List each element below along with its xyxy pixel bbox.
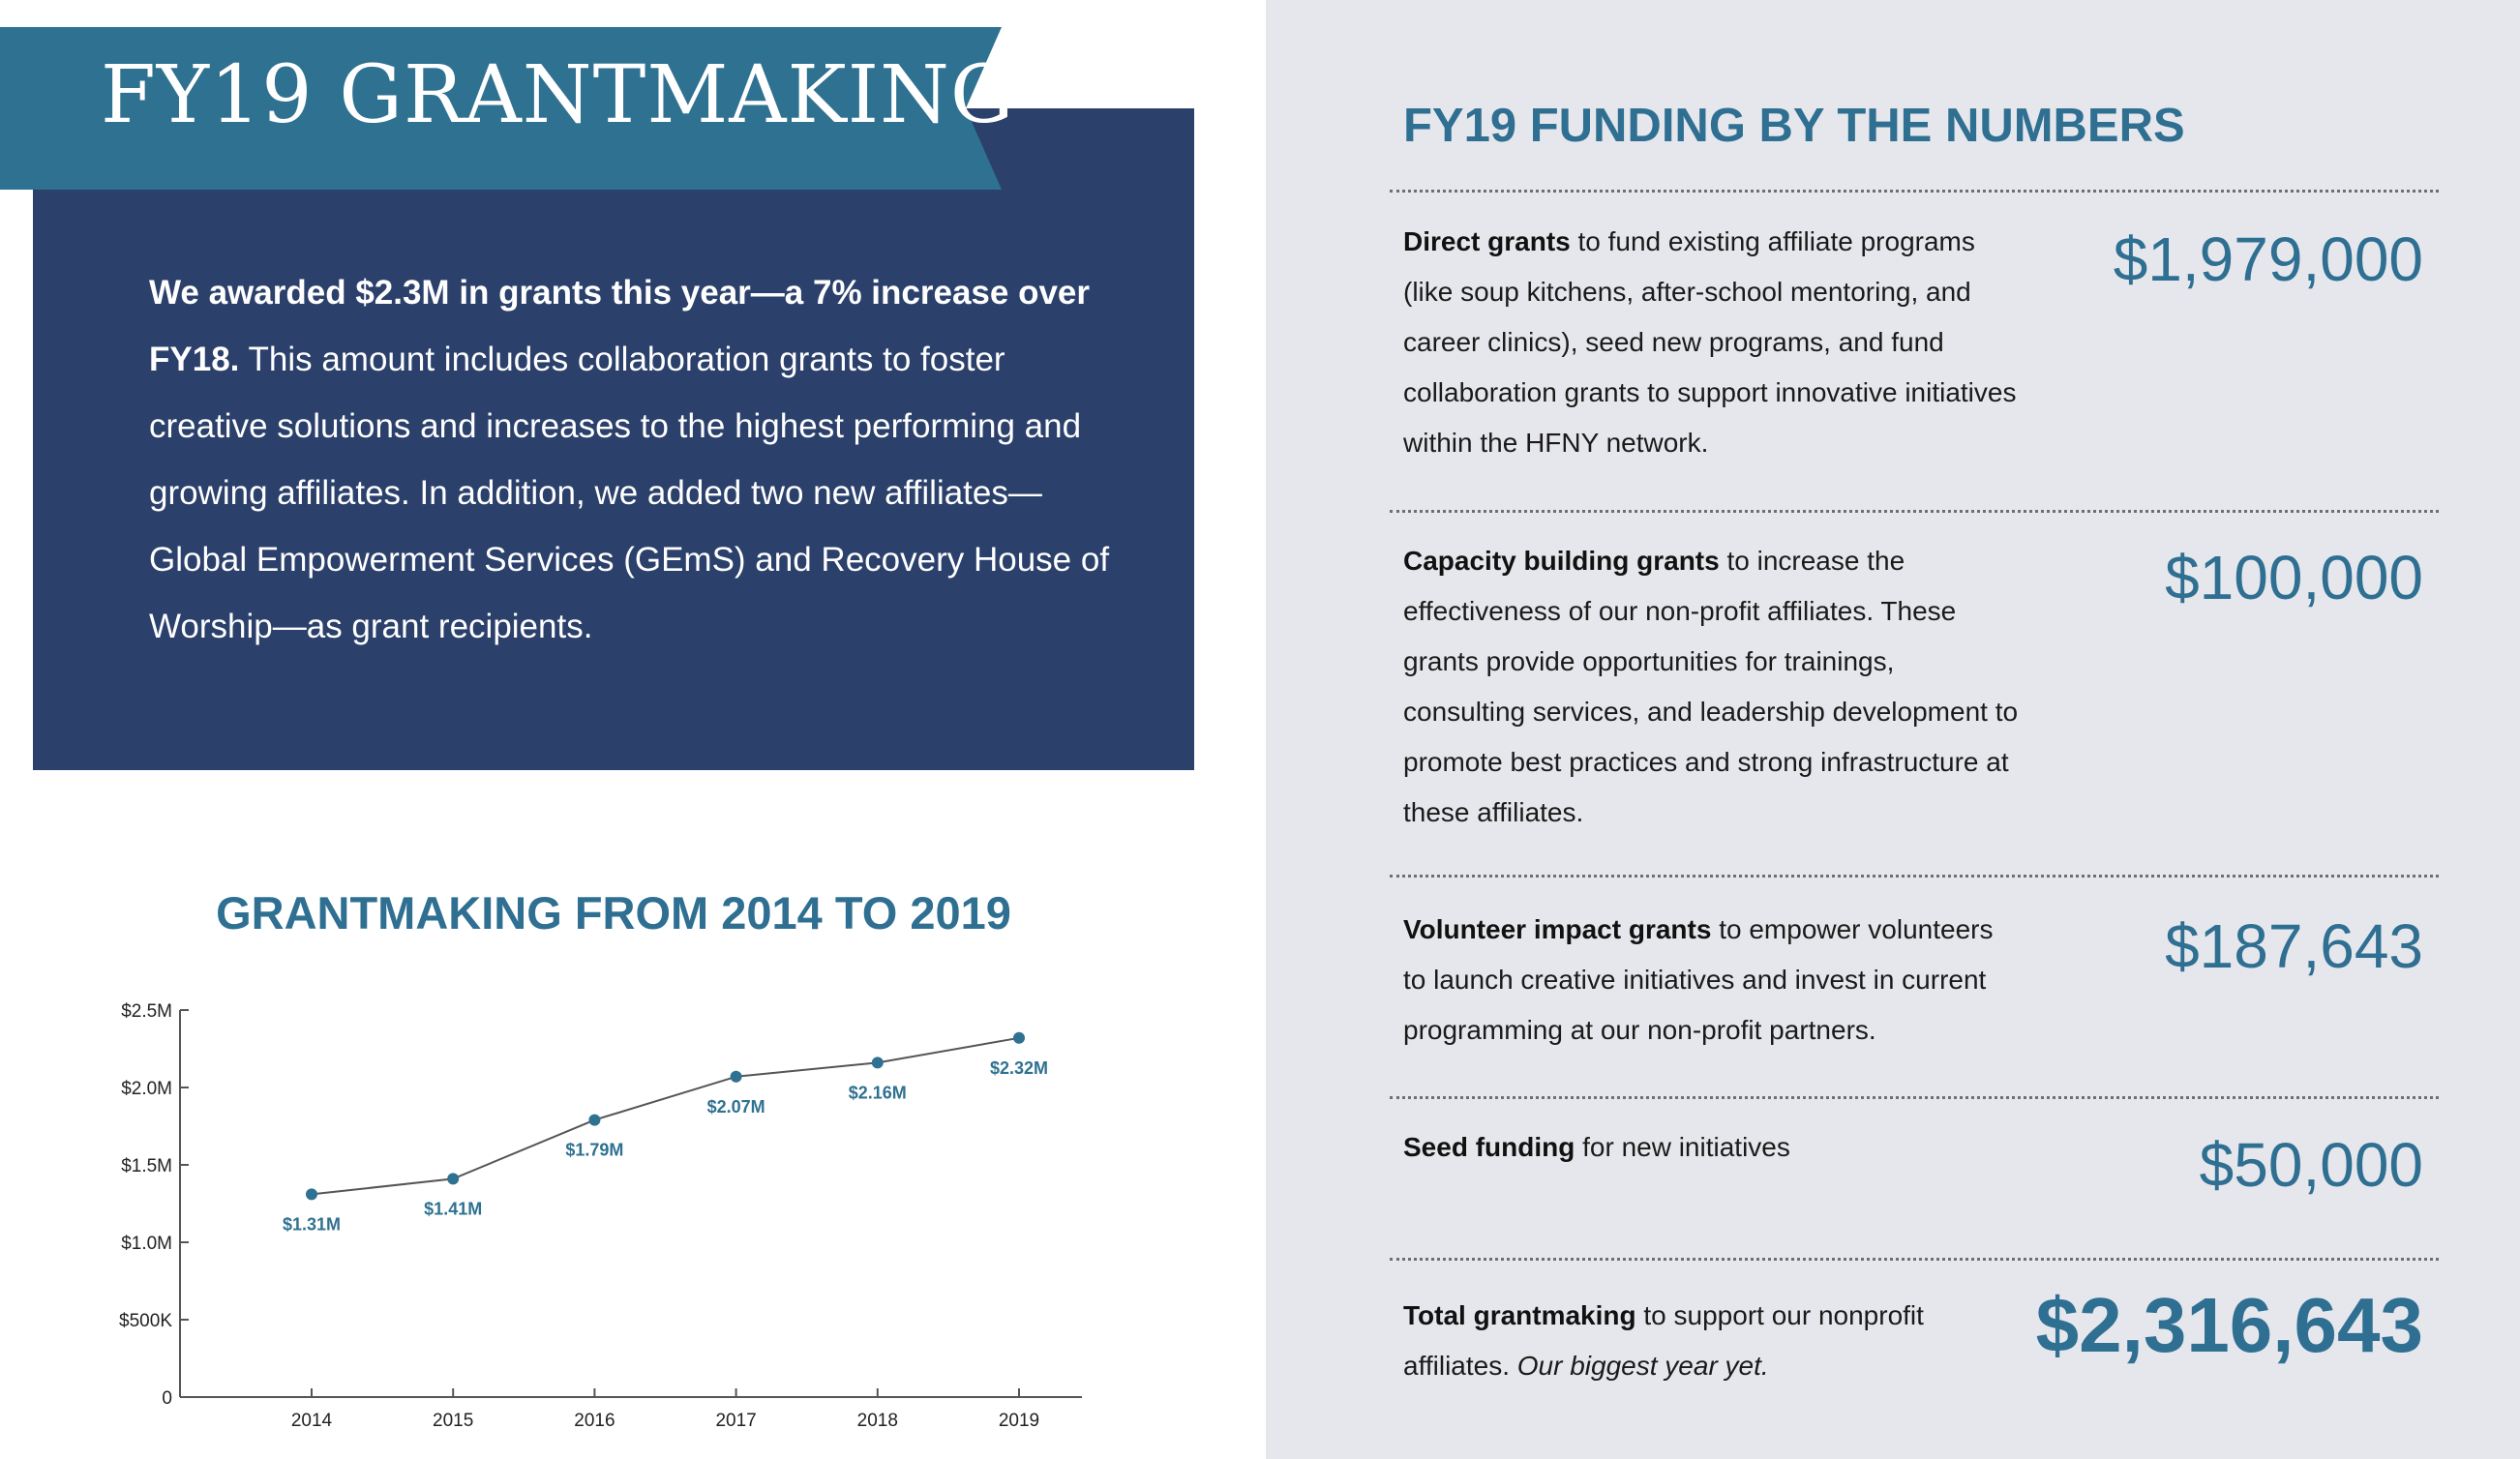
y-tick-label: 0 (162, 1388, 172, 1409)
divider (1390, 190, 2439, 193)
total-grantmaking-description: Total grantmaking to support our nonprof… (1403, 1291, 2023, 1391)
x-tick-label: 2017 (715, 1411, 756, 1431)
data-label: $1.79M (565, 1141, 623, 1160)
page-title: FY19 GRANTMAKING (101, 49, 1015, 141)
volunteer-impact-amount: $187,643 (2165, 911, 2423, 981)
data-label: $1.31M (283, 1214, 341, 1234)
x-tick-label: 2016 (574, 1411, 615, 1431)
row-label: Volunteer impact grants (1403, 914, 1712, 944)
row-text: to empower volunteers to launch creative… (1403, 914, 1994, 1045)
y-axis: 0 $500K $1.0M $1.5M $2.0M $2.5M (119, 1001, 189, 1409)
numbers-panel (1266, 0, 2520, 1459)
capacity-building-amount: $100,000 (2165, 543, 2423, 612)
data-point (306, 1188, 317, 1201)
data-point (447, 1173, 460, 1185)
intro-body: This amount includes collaboration grant… (149, 341, 1110, 645)
divider (1390, 510, 2439, 513)
data-point (730, 1070, 742, 1083)
capacity-building-description: Capacity building grants to increase the… (1403, 536, 2023, 838)
x-tick-label: 2015 (433, 1411, 473, 1431)
intro-lead: We awarded $2.3M in grants this year—a 7… (149, 274, 1091, 378)
row-italic-text: Our biggest year yet. (1516, 1351, 1769, 1381)
data-label: $2.16M (849, 1083, 907, 1102)
row-text: to increase the effectiveness of our non… (1403, 546, 2019, 827)
direct-grants-description: Direct grants to fund existing affiliate… (1403, 217, 2023, 468)
numbers-heading: FY19 FUNDING BY THE NUMBERS (1403, 100, 2185, 152)
title-banner: FY19 GRANTMAKING (0, 27, 1013, 190)
chart-title: GRANTMAKING FROM 2014 TO 2019 (216, 887, 1011, 938)
row-text: for new initiatives (1575, 1132, 1790, 1162)
y-tick-label: $1.0M (121, 1234, 172, 1254)
divider (1390, 875, 2439, 878)
row-text: to support our nonprofit affiliates. (1403, 1300, 1924, 1381)
divider (1390, 1096, 2439, 1099)
data-label: $2.07M (707, 1097, 765, 1117)
x-tick-label: 2018 (857, 1411, 898, 1431)
y-tick-label: $1.5M (121, 1156, 172, 1176)
data-label: $2.32M (990, 1058, 1048, 1078)
y-tick-label: $2.5M (121, 1001, 172, 1022)
row-label: Total grantmaking (1403, 1300, 1636, 1330)
data-label: $1.41M (424, 1199, 482, 1218)
seed-funding-description: Seed funding for new initiatives (1403, 1122, 2023, 1173)
x-tick-label: 2019 (999, 1411, 1039, 1431)
divider (1390, 1258, 2439, 1261)
data-point (871, 1057, 884, 1069)
seed-funding-amount: $50,000 (2199, 1130, 2423, 1200)
x-axis: 2014 2015 2016 2017 2018 2019 (180, 1388, 1082, 1431)
series-grantmaking: $1.31M $1.41M $1.79M $2.07M $2.16M $2.32M (283, 1031, 1048, 1234)
row-label: Seed funding (1403, 1132, 1575, 1162)
row-label: Capacity building grants (1403, 546, 1720, 576)
direct-grants-amount: $1,979,000 (2113, 224, 2423, 294)
data-point (1013, 1031, 1025, 1044)
row-label: Direct grants (1403, 226, 1571, 256)
y-tick-label: $500K (119, 1311, 172, 1331)
x-tick-label: 2014 (291, 1411, 333, 1431)
y-tick-label: $2.0M (121, 1079, 172, 1099)
volunteer-impact-description: Volunteer impact grants to empower volun… (1403, 905, 2023, 1056)
total-grantmaking-amount: $2,316,643 (2035, 1282, 2423, 1368)
intro-box: We awarded $2.3M in grants this year—a 7… (33, 108, 1194, 770)
series-line (311, 1036, 1020, 1196)
grantmaking-line-chart: 0$500K$1.0M$1.5M$2.0M$2.5M 2014 2015 2016 2… (119, 1001, 1082, 1431)
row-text: to fund existing affiliate programs (lik… (1403, 226, 2017, 458)
data-point (588, 1114, 601, 1126)
intro-paragraph: We awarded $2.3M in grants this year—a 7… (149, 259, 1126, 660)
banner-ribbon (0, 27, 1002, 190)
